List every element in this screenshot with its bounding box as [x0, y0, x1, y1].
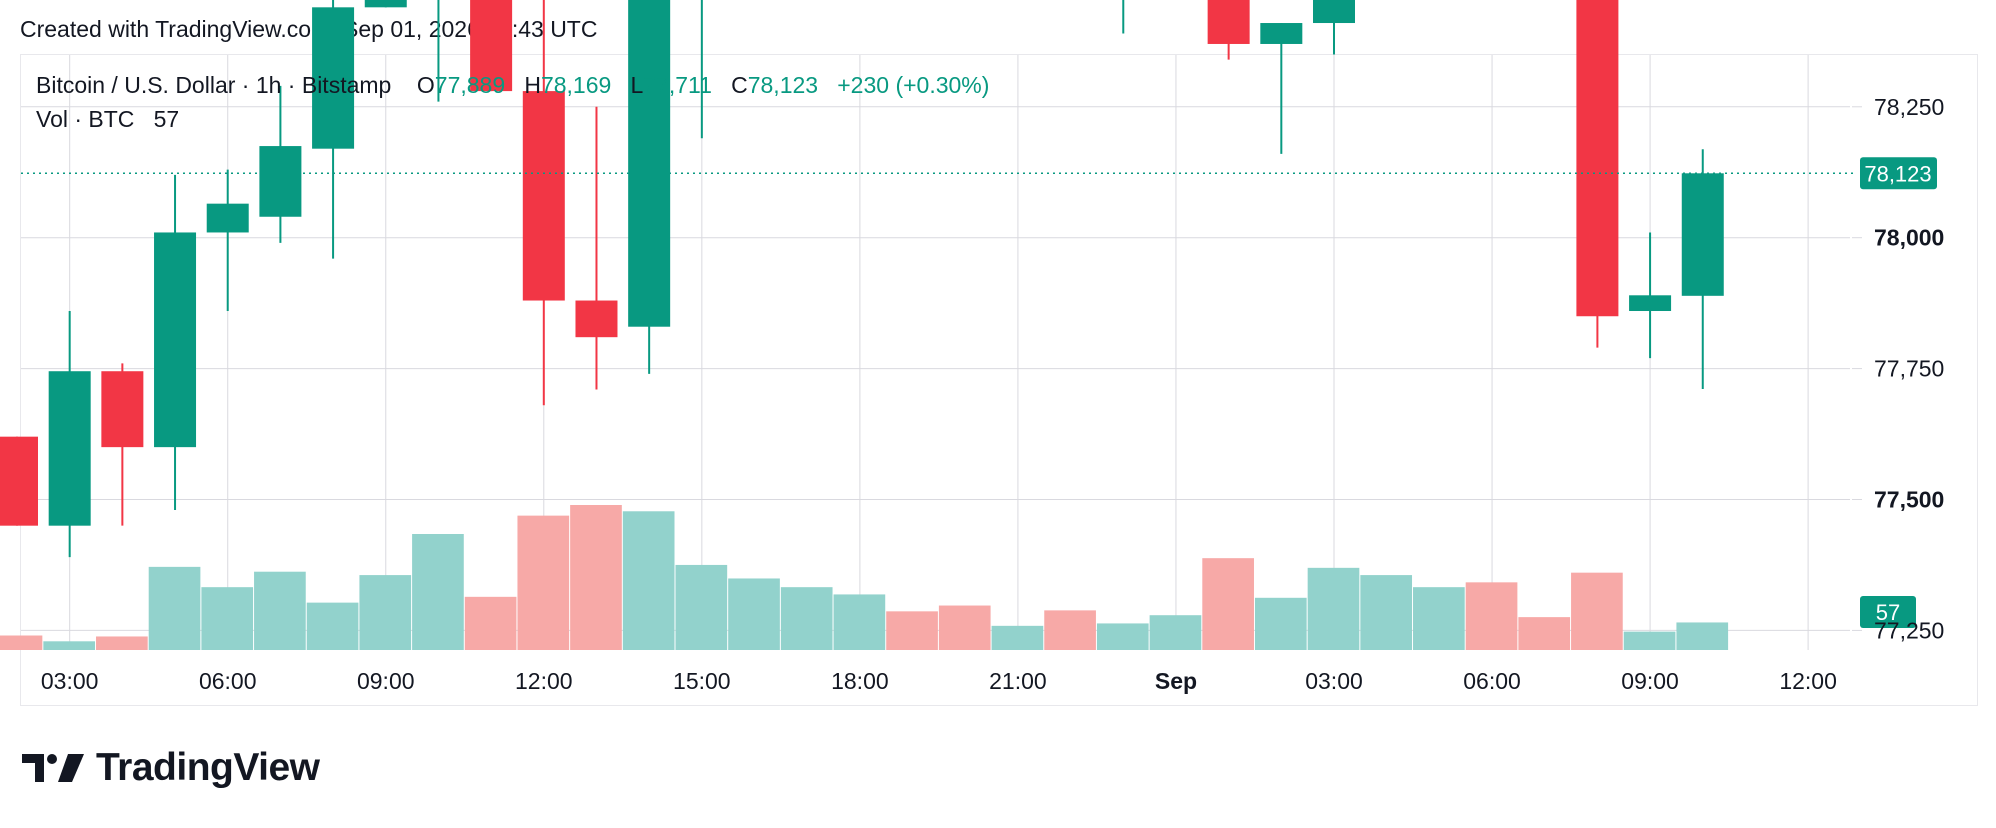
candle-body [1260, 23, 1303, 44]
candle-body [0, 436, 38, 526]
volume-value: 57 [153, 106, 180, 132]
x-tick-label: 03:00 [41, 668, 99, 694]
volume-bar [306, 602, 359, 650]
x-tick-label: Sep [1155, 668, 1197, 694]
candles [0, 0, 1724, 558]
x-tick-label: 15:00 [673, 668, 731, 694]
candle-body [259, 146, 302, 217]
candle-body [1576, 0, 1619, 317]
price-axis: 77,25077,50077,75078,00078,25078,50078,7… [1852, 94, 1944, 643]
candle-body [206, 203, 249, 233]
volume-bar [622, 511, 675, 650]
volume-bar [1360, 575, 1413, 650]
symbol-label[interactable]: Bitcoin / U.S. Dollar · 1h · Bitstamp [36, 72, 392, 98]
volume-bar [938, 605, 991, 650]
volume-bar [1571, 572, 1623, 650]
last-price-badge [1860, 157, 1937, 190]
candle-body [364, 0, 407, 8]
x-tick-label: 06:00 [1463, 668, 1521, 694]
candle-body [1629, 295, 1672, 312]
last-price-label: 78,123 [1864, 161, 1931, 186]
volume-bar [780, 587, 833, 650]
price-overlay: 78,123 57 [21, 157, 1937, 628]
volume-bar [464, 596, 517, 650]
volume-bar [1307, 567, 1360, 650]
volume-label[interactable]: Vol · BTC [36, 106, 135, 132]
change-value: +230 (+0.30%) [837, 72, 990, 98]
volume-bar [675, 564, 728, 650]
volume-bar [1096, 623, 1149, 650]
chart-frame[interactable] [20, 54, 1978, 706]
volume-bar [1676, 622, 1729, 650]
tradingview-logo-icon [22, 754, 84, 782]
candle-body [575, 300, 618, 338]
x-tick-label: 06:00 [199, 668, 257, 694]
volume-bar [359, 575, 412, 650]
candle-body [1207, 0, 1250, 44]
time-axis: 03:00 06:00 09:00 12:00 15:00 18:00 21:00 Sep 03… [41, 668, 1837, 694]
y-tick-label: 78,000 [1874, 225, 1944, 251]
high-label: H [524, 72, 541, 98]
x-tick-label: 21:00 [989, 668, 1047, 694]
volume-bar [1518, 617, 1571, 650]
open-value: 77,889 [434, 72, 506, 98]
open-label: O [416, 72, 435, 98]
volume-bar [43, 641, 96, 650]
close-value: 78,123 [747, 72, 819, 98]
volume-bar [1254, 597, 1307, 650]
volume-bar [1623, 631, 1676, 650]
volume-bar [991, 625, 1044, 650]
volume-bar [728, 578, 780, 650]
candle-body [1681, 173, 1724, 296]
volume-bar [96, 636, 148, 650]
high-value: 78,169 [540, 72, 612, 98]
volume-bar [412, 534, 464, 650]
x-tick-label: 12:00 [515, 668, 573, 694]
volume-legend: Vol · BTC 57 [36, 106, 179, 133]
volume-bar [148, 566, 201, 650]
volume-bar [201, 587, 254, 650]
brand-name: TradingView [96, 746, 320, 789]
close-label: C [731, 72, 748, 98]
volume-bar [833, 594, 886, 650]
volume-bar [886, 611, 938, 650]
low-value: 77,711 [643, 72, 712, 98]
volume-bar [1149, 615, 1202, 650]
volume-bar [1044, 610, 1096, 650]
volume-bar [570, 505, 622, 650]
candle-body [312, 7, 355, 149]
y-tick-label: 77,500 [1874, 487, 1944, 513]
candle-body [154, 232, 197, 448]
x-tick-label: 12:00 [1779, 668, 1837, 694]
volume-bar [254, 571, 306, 650]
volume-bar [1465, 582, 1518, 650]
candle-body [522, 91, 565, 301]
ohlc-legend: Bitcoin / U.S. Dollar · 1h · Bitstamp O7… [36, 72, 989, 99]
volume-bar [0, 635, 43, 650]
volume-bar [1413, 587, 1465, 650]
tradingview-brand[interactable]: TradingView [22, 746, 320, 790]
candle-body [48, 371, 91, 526]
candle-body [1313, 0, 1355, 24]
last-volume-label: 57 [1876, 600, 1900, 625]
last-volume-badge [1860, 596, 1916, 628]
volume-bars [0, 505, 1729, 650]
x-tick-label: 03:00 [1305, 668, 1363, 694]
x-tick-label: 09:00 [357, 668, 415, 694]
x-tick-label: 09:00 [1621, 668, 1679, 694]
candle-body [101, 371, 144, 448]
x-tick-label: 18:00 [831, 668, 889, 694]
volume-bar [517, 515, 570, 650]
candle-body [628, 0, 671, 327]
y-tick-label: 77,250 [1874, 617, 1944, 643]
candle-body [470, 0, 513, 92]
low-label: L [630, 72, 644, 98]
y-tick-label: 77,750 [1874, 356, 1944, 382]
y-tick-label: 78,250 [1874, 94, 1944, 120]
volume-bar [1202, 558, 1254, 650]
